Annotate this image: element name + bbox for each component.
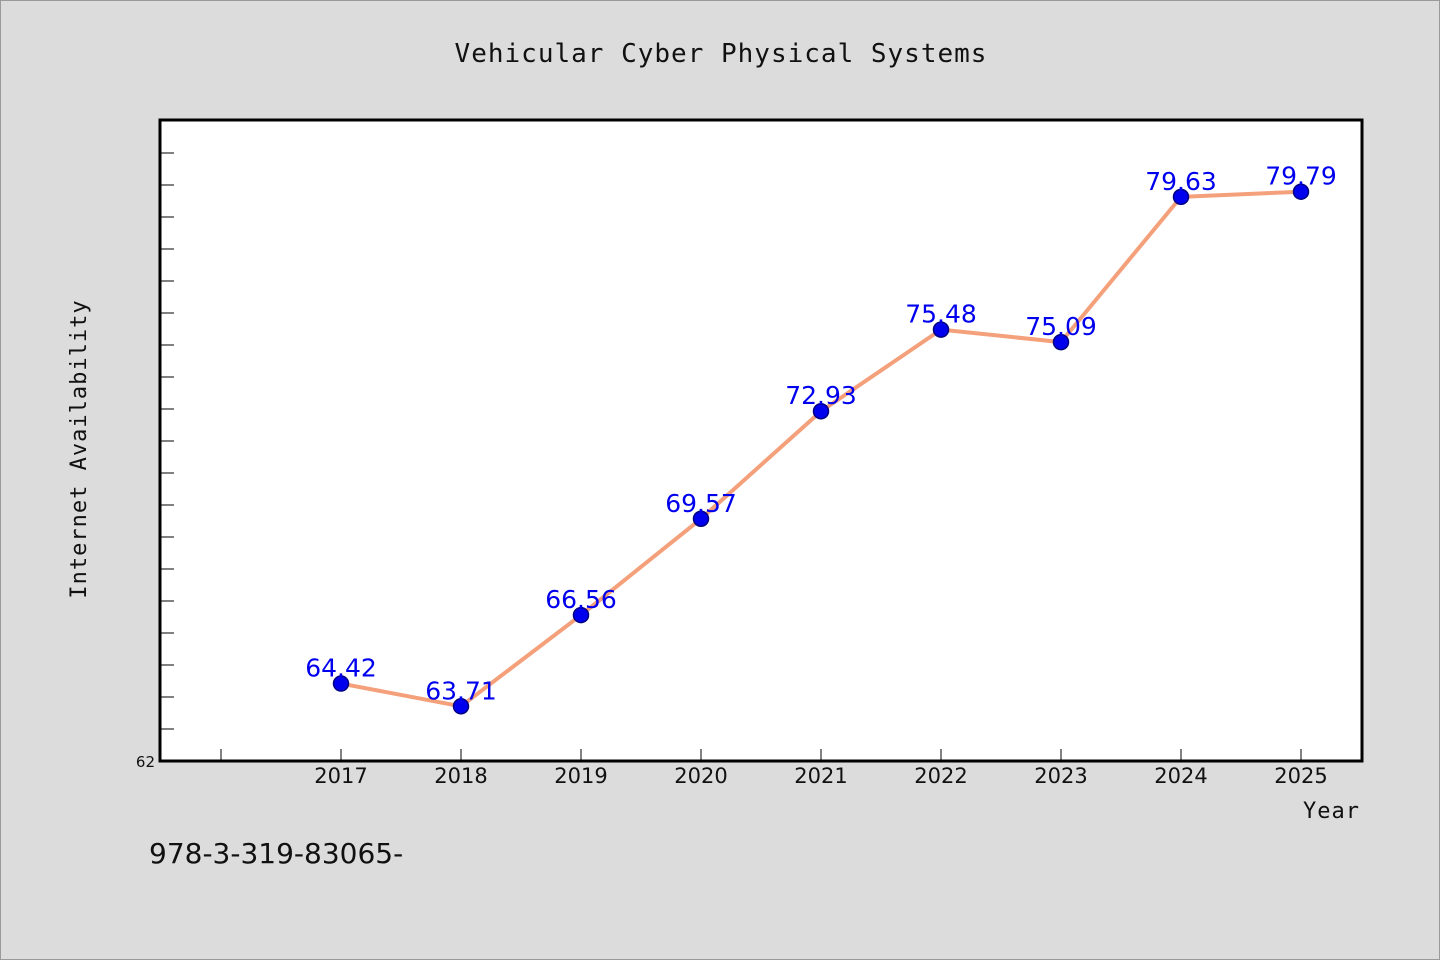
x-tick-label: 2025 [1274,764,1327,788]
data-point [692,510,710,528]
data-label: 64.42 [305,654,377,683]
data-point [572,606,590,624]
x-tick-label: 2023 [1034,764,1087,788]
y-axis-ticks: 62 [136,152,174,771]
x-tick-label: 2021 [794,764,847,788]
data-label: 75.48 [905,300,977,329]
data-label: 79.79 [1265,162,1337,191]
data-label: 75.09 [1025,312,1097,341]
data-series: 64.42 63.71 66.56 69.57 72.93 75.48 75.09 79.63… [305,162,1337,715]
x-tick-label: 2022 [914,764,967,788]
data-label: 72.93 [785,381,857,410]
data-label: 63.71 [425,676,497,705]
x-tick-label: 2018 [434,764,487,788]
data-point [1292,183,1310,200]
data-label: 79.63 [1145,167,1217,196]
footnote-text: 978-3-319-83065- [149,837,403,870]
data-point [332,675,350,692]
data-point [932,321,950,338]
data-point [1172,188,1190,206]
data-label: 69.57 [665,489,737,518]
chart-title: Vehicular Cyber Physical Systems [455,39,988,69]
data-point [1052,333,1070,351]
plot-area [158,118,1364,763]
data-point [452,698,470,715]
x-tick-label: 2020 [674,764,727,788]
x-tick-label: 2024 [1154,764,1207,788]
x-axis-ticks: 2017 2018 2019 2020 2021 2022 2023 2024 2025 [220,749,1328,788]
data-label: 66.56 [545,585,617,614]
x-tick-label: 2019 [554,764,607,788]
y-tick-label: 62 [136,753,155,771]
y-axis-label: Internet Availability [67,299,92,598]
x-tick-label: 2017 [314,764,367,788]
x-axis-label: Year [1303,799,1360,824]
data-point [812,402,830,420]
